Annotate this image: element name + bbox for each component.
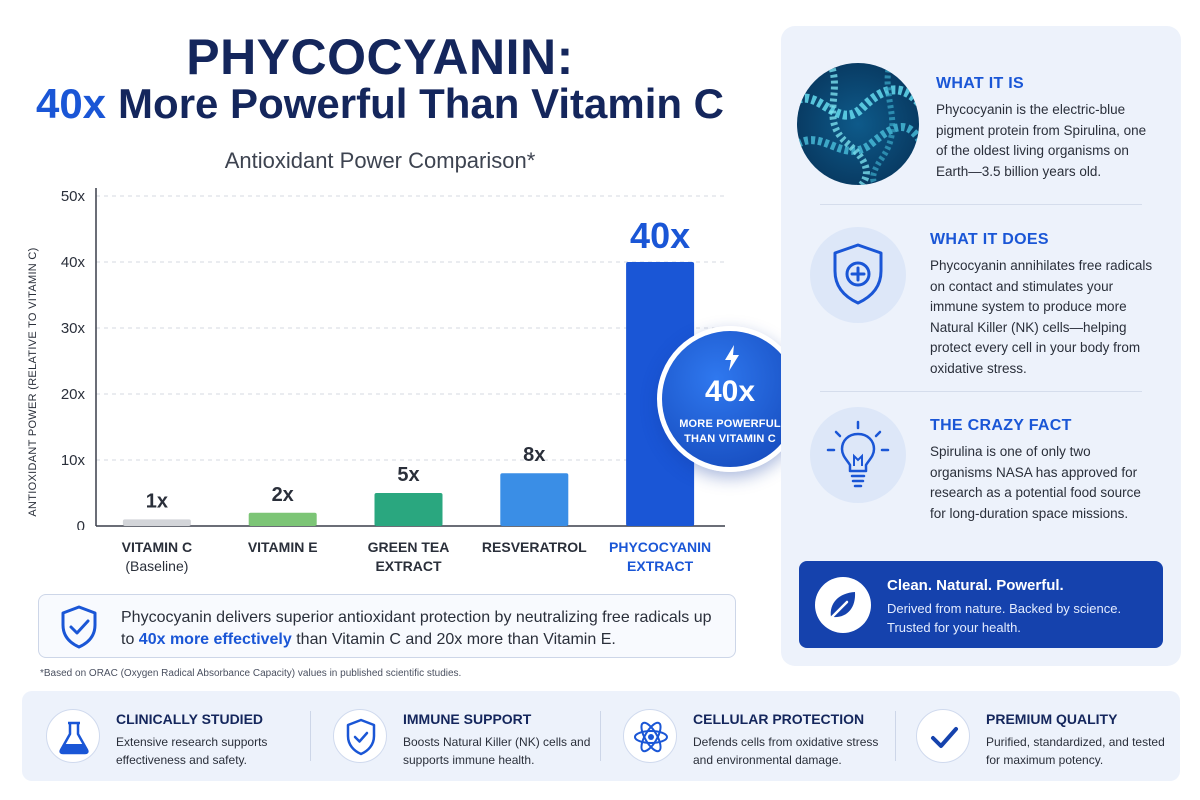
feature-premium-quality: PREMIUM QUALITY Purified, standardized, … <box>916 691 1166 781</box>
feature-title: PREMIUM QUALITY <box>986 711 1118 727</box>
y-tick-label: 20x <box>61 386 86 403</box>
x-tick-label: VITAMIN C (Baseline) <box>87 538 227 576</box>
title-accent: 40x <box>35 80 107 127</box>
data-label: 2x <box>272 484 294 506</box>
x-tick-label-sub: EXTRACT <box>375 558 442 574</box>
x-tick-label-main: RESVERATROL <box>481 539 587 555</box>
atom-icon <box>634 721 668 753</box>
lightbulb-icon <box>826 420 890 488</box>
feature-icon-circle <box>333 709 387 763</box>
feature-immune-support: IMMUNE SUPPORT Boosts Natural Killer (NK… <box>333 691 593 781</box>
badge-value: 40x <box>704 375 756 408</box>
data-label: 5x <box>397 464 419 486</box>
y-tick-label: 50x <box>61 188 86 205</box>
page-subtitle: 40x More Powerful Than Vitamin C <box>0 80 760 128</box>
bar-2 <box>374 493 443 526</box>
bar-0 <box>122 519 191 526</box>
feature-clinically-studied: CLINICALLY STUDIED Extensive research su… <box>46 691 306 781</box>
badge-text-line2: THAN VITAMIN C <box>684 433 776 445</box>
divider <box>820 391 1142 392</box>
crazy-fact-title: THE CRAZY FACT <box>930 417 1072 434</box>
summary-text-after: than Vitamin C and 20x more than Vitamin… <box>291 631 616 648</box>
spirulina-icon <box>797 63 919 185</box>
cta-body: Derived from nature. Backed by science. … <box>887 601 1122 635</box>
x-tick-label-main: GREEN TEA <box>367 539 450 555</box>
feature-icon-circle <box>916 709 970 763</box>
data-label: 40x <box>630 215 690 256</box>
x-tick-label-main: VITAMIN C <box>121 539 193 555</box>
feature-cellular-protection: CELLULAR PROTECTION Defends cells from o… <box>623 691 883 781</box>
leaf-icon-circle <box>815 577 871 633</box>
shield-check-icon <box>61 605 97 649</box>
summary-box: Phycocyanin delivers superior antioxidan… <box>38 594 736 658</box>
feature-icon-circle <box>46 709 100 763</box>
title-line2: More Powerful Than Vitamin C <box>118 80 725 127</box>
y-tick-label: 0 <box>77 518 85 530</box>
shield-plus-icon <box>833 243 883 305</box>
cta-title: Clean. Natural. Powerful. <box>887 577 1064 594</box>
x-tick-label: GREEN TEA EXTRACT <box>339 538 479 576</box>
feature-body: Boosts Natural Killer (NK) cells and sup… <box>403 735 591 767</box>
x-tick-label: RESVERATROL <box>464 538 604 557</box>
bar-1 <box>248 512 317 526</box>
what-it-is-title: WHAT IT IS <box>936 75 1025 92</box>
x-tick-label-main: VITAMIN E <box>247 539 318 555</box>
y-axis-label: ANTIOXIDANT POWER (RELATIVE TO VITAMIN C… <box>27 247 39 516</box>
x-tick-label-sub: EXTRACT <box>627 558 694 574</box>
leaf-icon <box>827 592 856 622</box>
crazy-fact-body: Spirulina is one of only two organisms N… <box>930 444 1141 521</box>
x-tick-label: PHYCOCYANIN EXTRACT <box>590 538 730 576</box>
x-tick-label-sub: (Baseline) <box>125 558 189 574</box>
feature-title: CLINICALLY STUDIED <box>116 711 264 727</box>
what-it-does-body: Phycocyanin annihilates free radicals on… <box>930 258 1153 376</box>
chart-title: Antioxidant Power Comparison* <box>224 148 536 173</box>
feature-body: Defends cells from oxidative stress and … <box>693 735 879 767</box>
feature-body: Extensive research supports effectivenes… <box>116 735 268 767</box>
flask-icon <box>59 721 89 755</box>
checkmark-icon <box>931 727 958 748</box>
footnote: *Based on ORAC (Oxygen Radical Absorbanc… <box>40 668 462 679</box>
badge-text-line1: MORE POWERFUL <box>679 418 781 430</box>
page-title: PHYCOCYANIN: <box>186 29 574 85</box>
what-it-is-body: Phycocyanin is the electric-blue pigment… <box>936 102 1147 179</box>
bar-chart: 0 10x 20x 30x 40x 50x 1x 2x 5x 8x 40x ANTIOXIDANT… <box>27 188 725 530</box>
feature-icon-circle <box>623 709 677 763</box>
data-label: 1x <box>146 490 168 512</box>
feature-body: Purified, standardized, and tested for m… <box>986 735 1165 767</box>
features-strip <box>22 691 1180 781</box>
data-label: 8x <box>523 444 545 466</box>
summary-text-before: Phycocyanin delivers superior antioxidan… <box>121 609 712 648</box>
feature-separator <box>310 711 311 761</box>
what-it-does-title: WHAT IT DOES <box>930 231 1049 248</box>
feature-title: IMMUNE SUPPORT <box>403 711 532 727</box>
lightning-icon <box>725 345 739 371</box>
y-tick-label: 30x <box>61 320 86 337</box>
badge-text: MORE POWERFUL THAN VITAMIN C <box>662 417 798 447</box>
cta-banner: Clean. Natural. Powerful. Derived from n… <box>799 561 1163 648</box>
summary-text-emphasis: 40x more effectively <box>138 631 292 648</box>
bar-3 <box>500 473 569 526</box>
x-tick-label-main: PHYCOCYANIN <box>609 539 712 555</box>
x-tick-label: VITAMIN E <box>213 538 353 557</box>
shield-check-icon <box>346 718 376 756</box>
power-badge: 40x MORE POWERFUL THAN VITAMIN C <box>657 326 803 472</box>
y-tick-label: 40x <box>61 254 86 271</box>
feature-separator <box>600 711 601 761</box>
spirulina-image <box>797 63 919 185</box>
feature-separator <box>895 711 896 761</box>
y-tick-label: 10x <box>61 452 86 469</box>
summary-text: Phycocyanin delivers superior antioxidan… <box>121 607 721 651</box>
feature-title: CELLULAR PROTECTION <box>693 711 865 727</box>
divider <box>820 204 1142 205</box>
